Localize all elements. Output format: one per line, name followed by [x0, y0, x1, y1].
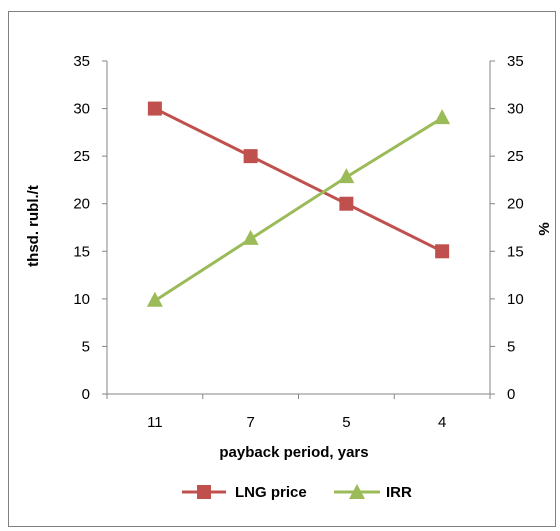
axes — [106, 61, 491, 395]
right-y-tick-label: 20 — [507, 196, 524, 213]
left-y-axis-ticks: 0 5 10 15 20 25 30 35 — [73, 53, 107, 403]
left-y-tick-label: 10 — [73, 291, 90, 308]
left-y-axis-title: thsd. rubl./t — [25, 185, 42, 267]
series-line-lng-price — [154, 107, 443, 253]
right-y-tick-label: 35 — [507, 53, 524, 70]
x-tick-label: 7 — [246, 414, 254, 431]
x-tick-label: 5 — [342, 414, 350, 431]
data-point-irr — [242, 229, 259, 245]
left-y-tick-label: 25 — [73, 148, 90, 165]
left-y-tick-label: 20 — [73, 196, 90, 213]
x-tick-label: 4 — [438, 414, 446, 431]
series-line-irr — [154, 116, 443, 303]
x-axis-title: payback period, yars — [219, 444, 368, 461]
legend-label-irr: IRR — [386, 484, 412, 501]
left-y-tick-label: 35 — [73, 53, 90, 70]
left-y-tick-label: 30 — [73, 101, 90, 118]
data-point-irr — [338, 168, 355, 184]
data-point-irr — [434, 109, 451, 125]
data-point-lng-price — [147, 101, 162, 116]
right-y-tick-label: 0 — [507, 386, 515, 403]
left-y-tick-label: 5 — [82, 338, 90, 355]
legend-item-lng-price: LNG price — [182, 484, 307, 501]
chart-frame — [8, 11, 556, 527]
right-y-tick-label: 25 — [507, 148, 524, 165]
right-y-tick-label: 15 — [507, 243, 524, 260]
data-point-lng-price — [339, 196, 354, 211]
x-axis-ticks: 11 7 5 4 — [106, 394, 491, 431]
right-y-tick-label: 10 — [507, 291, 524, 308]
legend-item-irr: IRR — [334, 484, 412, 501]
data-point-lng-price — [243, 149, 258, 164]
legend-marker-irr — [349, 484, 365, 499]
right-y-axis-ticks: 0 5 10 15 20 25 30 35 — [490, 53, 524, 403]
right-y-tick-label: 30 — [507, 101, 524, 118]
series-layer — [146, 101, 451, 307]
data-point-irr — [146, 291, 163, 307]
x-tick-label: 11 — [147, 414, 163, 431]
data-point-lng-price — [435, 244, 450, 259]
right-y-axis-title: % — [536, 222, 553, 235]
right-y-tick-label: 5 — [507, 338, 515, 355]
legend: LNG price IRR — [182, 484, 412, 501]
left-y-tick-label: 0 — [82, 386, 90, 403]
legend-marker-lng-price — [197, 485, 211, 499]
legend-label-lng-price: LNG price — [235, 484, 307, 501]
left-y-tick-label: 15 — [73, 243, 90, 260]
